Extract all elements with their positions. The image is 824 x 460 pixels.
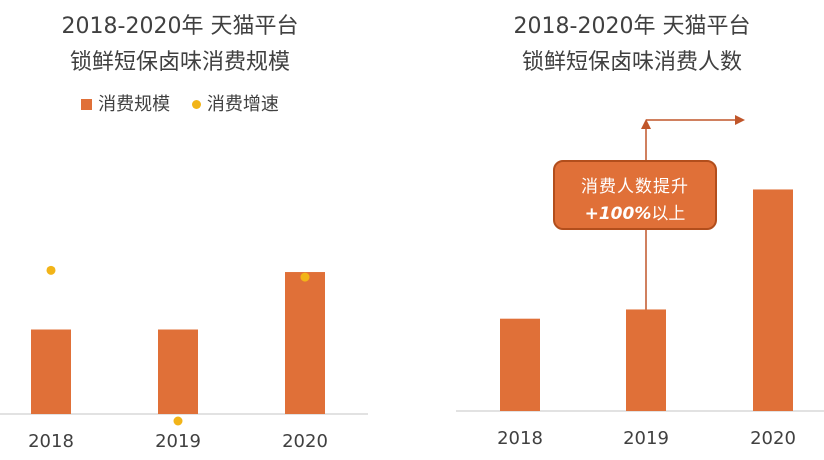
chart-left: 2018-2020年 天猫平台 锁鲜短保卤味消费规模 消费规模 消费增速 201… <box>0 0 400 460</box>
chart-right-annotation-callout: 消费人数提升 +100%以上 <box>553 160 717 230</box>
growth-point-2020 <box>300 272 310 282</box>
legend-swatch-bar <box>81 98 93 110</box>
chart-right-subtitle: 锁鲜短保卤味消费人数 <box>521 50 742 75</box>
chart-right: 2018-2020年 天猫平台 锁鲜短保卤味消费人数 2018 2019 2020 … <box>440 0 824 460</box>
chart-right-title: 2018-2020年 天猫平台 <box>513 14 751 39</box>
x-tick-label-2018: 2018 <box>497 428 543 449</box>
chart-left-title: 2018-2020年 天猫平台 <box>61 14 299 39</box>
bar-2019 <box>158 329 198 414</box>
annotation-line1: 消费人数提升 <box>581 177 689 197</box>
legend-item-scale: 消费规模 <box>81 90 170 116</box>
x-tick-label-2018: 2018 <box>28 431 74 452</box>
bar-2020 <box>753 189 793 411</box>
growth-point-2019 <box>173 416 183 426</box>
annotation-line2: +100%以上 <box>555 199 715 224</box>
annotation-suffix: 以上 <box>651 204 686 224</box>
x-tick-label-2019: 2019 <box>623 428 669 449</box>
x-tick-label-2019: 2019 <box>155 431 201 452</box>
annotation-value: +100% <box>584 204 652 224</box>
chart-right-plot: 2018 2019 2020 <box>456 115 824 449</box>
chart-left-subtitle: 锁鲜短保卤味消费规模 <box>69 50 290 75</box>
legend-label-growth: 消费增速 <box>206 94 279 115</box>
legend-swatch-dot <box>191 99 201 109</box>
legend-label-scale: 消费规模 <box>98 94 171 115</box>
x-tick-label-2020: 2020 <box>750 428 796 449</box>
bar-2020 <box>285 272 325 414</box>
chart-left-plot: 2018 2019 2020 <box>0 265 368 452</box>
growth-point-2018 <box>46 265 56 275</box>
legend-item-growth: 消费增速 <box>191 90 279 116</box>
bar-2018 <box>500 318 540 411</box>
bar-2018 <box>31 329 71 414</box>
bar-2019 <box>626 309 666 411</box>
x-tick-label-2020: 2020 <box>282 431 328 452</box>
chart-left-legend: 消费规模 消费增速 <box>0 90 360 116</box>
